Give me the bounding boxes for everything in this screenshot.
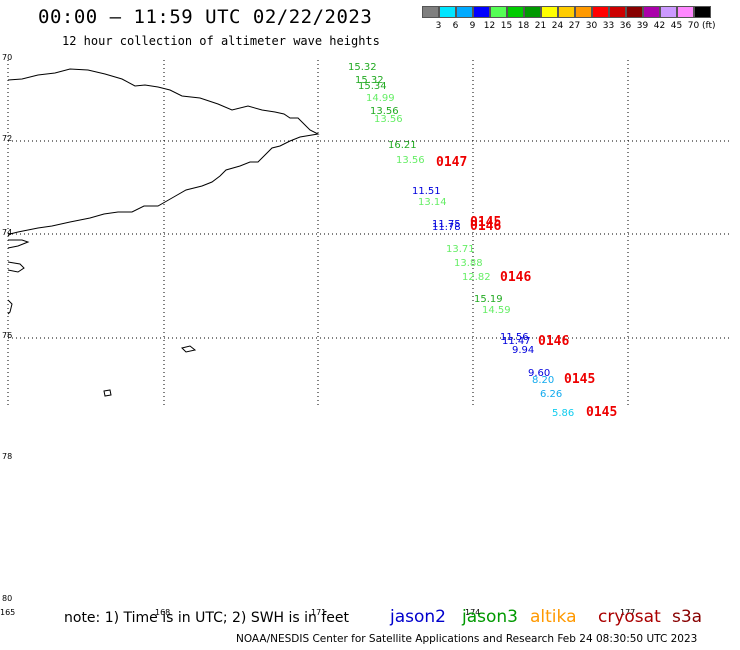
legend-swatch: [524, 6, 541, 18]
wave-height-label: 16.21: [388, 140, 417, 151]
legend-label: 36: [619, 21, 632, 31]
legend-label: 18: [517, 21, 530, 31]
satellite-label: altika: [530, 607, 577, 627]
wave-height-label: 11.47: [502, 336, 531, 347]
wave-height-label: 13.14: [418, 197, 447, 208]
time-label: 0146: [538, 334, 569, 349]
legend-label: 12: [483, 21, 496, 31]
legend-labels: 3 6 9 12 15 18 21 24 27 30 33 36 39 42 45 70 (ft): [422, 21, 716, 31]
time-label: 0146: [470, 219, 501, 234]
legend-swatch: [626, 6, 643, 18]
wave-height-label: 13.56: [396, 155, 425, 166]
wave-height-label: 11.75: [432, 219, 461, 230]
legend-label: 42: [653, 21, 666, 31]
legend-swatches: [422, 6, 716, 18]
graticule: [7, 60, 732, 406]
coastline: [7, 68, 320, 397]
legend-swatch: [575, 6, 592, 18]
credit-line: NOAA/NESDIS Center for Satellite Applica…: [236, 633, 698, 645]
chart-subtitle: 12 hour collection of altimeter wave hei…: [62, 34, 380, 48]
wave-height-label: 13.71: [446, 244, 475, 255]
legend-swatch: [422, 6, 439, 18]
note-text: note: 1) Time is in UTC; 2) SWH is in fe…: [64, 610, 350, 626]
latitude-label: 80: [2, 594, 13, 603]
legend-label: 3: [435, 21, 442, 31]
latitude-label: 70: [2, 53, 13, 62]
legend-swatch: [592, 6, 609, 18]
time-label: 0145: [470, 215, 501, 230]
wave-height-label: 8.20: [532, 375, 554, 386]
legend-swatch: [507, 6, 524, 18]
legend-label: 70: [687, 21, 700, 31]
legend-swatch: [558, 6, 575, 18]
legend-label: 33: [602, 21, 615, 31]
chart-title: 00:00 – 11:59 UTC 02/22/2023: [38, 6, 373, 28]
longitude-label: 177: [620, 608, 636, 617]
wave-height-label: 14.59: [482, 305, 511, 316]
legend-swatch: [677, 6, 694, 18]
wave-height-label: 9.94: [512, 345, 534, 356]
wave-height-label: 12.82: [462, 272, 491, 283]
legend-swatch: [609, 6, 626, 18]
time-label: 0145: [586, 405, 617, 420]
satellite-label: jason3: [462, 607, 518, 627]
wave-height-labels: 15.3215.3215.3414.9913.5613.5616.2113.56…: [348, 62, 574, 419]
longitude-label: 168: [155, 608, 171, 617]
color-legend: 3 6 9 12 15 18 21 24 27 30 33 36 39 42 45 70 (ft): [422, 6, 716, 31]
time-label: 0147: [436, 155, 467, 170]
latitude-label: 72: [2, 134, 13, 143]
wave-height-label: 11.56: [500, 332, 529, 343]
legend-swatch: [473, 6, 490, 18]
wave-height-label: 5.86: [552, 408, 574, 419]
legend-label: 21: [534, 21, 547, 31]
wave-height-label: 15.32: [348, 62, 377, 73]
legend-swatch: [643, 6, 660, 18]
satellite-label: s3a: [672, 607, 703, 627]
wave-height-label: 15.32: [355, 75, 384, 86]
wave-height-label: 15.34: [358, 81, 387, 92]
legend-swatch: [456, 6, 473, 18]
legend-label: 30: [585, 21, 598, 31]
legend-unit: (ft): [702, 21, 716, 31]
legend-swatch: [439, 6, 456, 18]
wave-height-label: 13.88: [454, 258, 483, 269]
wave-height-label: 11.78: [432, 222, 461, 233]
latitude-label: 78: [2, 452, 13, 461]
legend-label: 9: [469, 21, 476, 31]
latitude-label: 76: [2, 331, 13, 340]
latitude-label: 74: [2, 228, 13, 237]
longitude-label: 171: [311, 608, 327, 617]
legend-swatch: [660, 6, 677, 18]
wave-height-label: 13.56: [374, 114, 403, 125]
legend-swatch: [694, 6, 711, 18]
wave-height-label: 9.60: [528, 368, 550, 379]
wave-height-label: 6.26: [540, 389, 562, 400]
legend-swatch: [541, 6, 558, 18]
wave-height-label: 13.56: [370, 106, 399, 117]
legend-swatch: [490, 6, 507, 18]
legend-label: 39: [636, 21, 649, 31]
legend-label: 6: [452, 21, 459, 31]
wave-height-label: 11.51: [412, 186, 441, 197]
time-label: 0146: [500, 270, 531, 285]
legend-label: 45: [670, 21, 683, 31]
legend-label: 15: [500, 21, 513, 31]
wave-height-label: 14.99: [366, 93, 395, 104]
satellite-label: cryosat: [598, 607, 661, 627]
satellite-label: jason2: [390, 607, 446, 627]
legend-label: 27: [568, 21, 581, 31]
legend-label: 24: [551, 21, 564, 31]
longitude-label: 174: [465, 608, 481, 617]
time-label: 0145: [564, 372, 595, 387]
longitude-label: 165: [0, 608, 16, 617]
wave-height-label: 15.19: [474, 294, 503, 305]
